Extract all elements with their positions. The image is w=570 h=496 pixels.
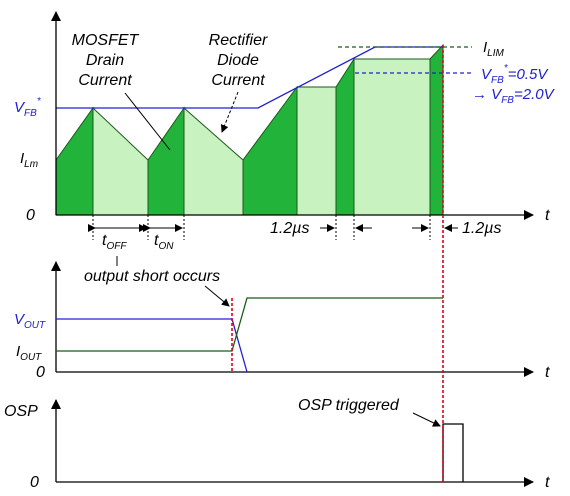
- ilim-label: ILIM: [483, 39, 505, 59]
- osp-label: OSP: [4, 403, 38, 420]
- bot-zero-label: 0: [30, 474, 39, 491]
- svg-text:Diode: Diode: [217, 52, 259, 69]
- time1-label: 1.2µs: [270, 220, 309, 237]
- svg-text:Rectifier: Rectifier: [209, 32, 268, 49]
- mid-t-axis-label: t: [545, 364, 550, 381]
- time2-label: 1.2µs: [462, 220, 501, 237]
- osp-pointer: [412, 412, 441, 427]
- vfb-setpoint-label: VFB*=0.5V: [481, 63, 549, 86]
- vout-label: VOUT: [14, 311, 46, 331]
- output-short-pointer: [204, 285, 230, 307]
- svg-text:Current: Current: [211, 72, 265, 89]
- svg-text:Drain: Drain: [86, 52, 124, 69]
- diode-current-pulse: [183, 106, 244, 216]
- svg-text:Current: Current: [78, 72, 132, 89]
- vfb-label: VFB*: [14, 96, 42, 119]
- osp-triggered-annotation: OSP triggered: [298, 397, 400, 414]
- toff-label: tOFF: [102, 232, 127, 252]
- mid-zero-label: 0: [36, 364, 45, 381]
- svg-text:MOSFET: MOSFET: [72, 32, 140, 49]
- mosfet-current-pulse: [55, 106, 94, 216]
- mosfet-current-pulse: [147, 106, 185, 216]
- diode-current-pulse: [92, 106, 149, 216]
- mosfet-current-pulse: [242, 85, 298, 216]
- iout-trace: [56, 297, 443, 352]
- iout-label: IOUT: [16, 343, 42, 363]
- diode-current-pulse: [296, 86, 337, 216]
- mosfet-current-pulse: [335, 57, 355, 216]
- ton-label: tON: [154, 232, 174, 252]
- mosfet-drain-current-label: MOSFET Drain Current: [72, 32, 140, 89]
- rectifier-diode-current-label: Rectifier Diode Current: [209, 32, 268, 89]
- mosfet-pointer-line: [124, 92, 171, 151]
- osp-pulse: [442, 423, 464, 482]
- output-short-annotation: output short occurs: [84, 268, 220, 285]
- diode-current-pulse: [353, 58, 431, 216]
- vout-trace: [56, 318, 248, 373]
- top-t-axis-label: t: [545, 207, 550, 224]
- bot-t-axis-label: t: [545, 474, 550, 491]
- current-waveforms: [55, 43, 444, 216]
- vfb-new-value-label: → VFB=2.0V: [472, 86, 556, 106]
- rectifier-pointer-arrow: [220, 91, 239, 133]
- top-zero-label: 0: [26, 207, 35, 224]
- mosfet-current-pulse: [429, 43, 444, 216]
- ilm-label: ILm: [20, 150, 38, 170]
